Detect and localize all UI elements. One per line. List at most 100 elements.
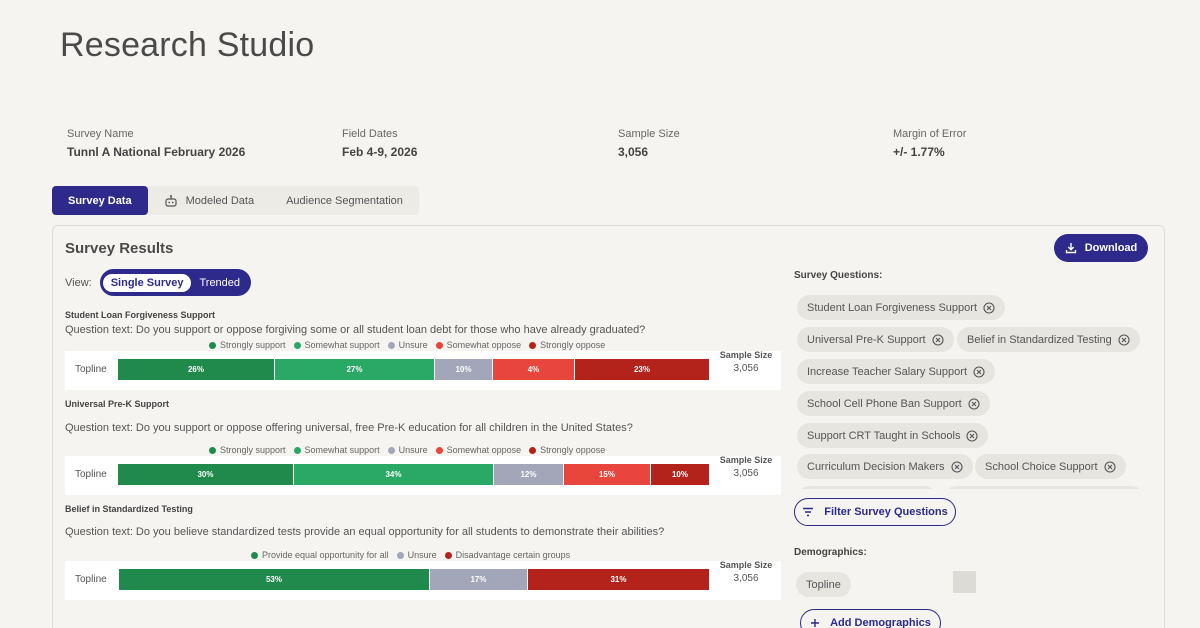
question-chip[interactable] (797, 486, 937, 489)
legend-item: Unsure (396, 550, 437, 560)
row-label: Topline (75, 469, 107, 480)
row-label: Topline (75, 364, 107, 375)
remove-icon[interactable] (966, 429, 979, 442)
sample-size-label: Sample Size (719, 455, 773, 465)
view-option-single-survey[interactable]: Single Survey (102, 273, 192, 292)
question-chip[interactable]: Increase Teacher Salary Support (797, 359, 995, 384)
bar-segment-strongly-support: 26% (118, 359, 275, 380)
sample-size: Sample Size 3,056 (711, 560, 781, 584)
tab-label: Modeled Data (185, 194, 255, 207)
legend-item: Strongly support (209, 445, 286, 455)
tab-survey-data[interactable]: Survey Data (52, 186, 148, 215)
meta-value: 3,056 (618, 145, 649, 159)
add-demographics-button[interactable]: Add Demographics (800, 609, 941, 628)
filter-survey-questions-button[interactable]: Filter Survey Questions (794, 498, 956, 526)
plus-icon (810, 618, 820, 628)
sample-size-meta: Sample Size 3,056 (618, 128, 680, 159)
question-chip-list: Student Loan Forgiveness Support Univers… (794, 291, 1154, 489)
add-label: Add Demographics (830, 617, 931, 628)
question-chip[interactable]: Support CRT Taught in Schools (797, 423, 989, 448)
bar-segment-unsure: 17% (430, 569, 528, 590)
filter-icon (802, 507, 814, 517)
question-chip[interactable]: School Choice Support (975, 454, 1126, 479)
topline-row: Topline 53% 17% 31% (65, 561, 781, 600)
meta-value: +/- 1.77% (893, 145, 945, 159)
question-chip[interactable]: Universal Pre-K Support (797, 327, 954, 352)
download-icon (1065, 242, 1077, 254)
stacked-bar: 26% 27% 10% 4% 23% (118, 359, 709, 380)
remove-icon[interactable] (1103, 460, 1116, 473)
stacked-bar: 53% 17% 31% (119, 569, 709, 590)
bar-segment-unsure: 12% (494, 464, 564, 485)
bar-segment-somewhat-support: 34% (294, 464, 494, 485)
legend-item: Somewhat oppose (435, 445, 521, 455)
survey-questions-heading: Survey Questions: (794, 270, 883, 281)
survey-name-meta: Survey Name Tunnl A National February 20… (67, 128, 245, 159)
panel-title: Survey Results (65, 240, 174, 257)
remove-icon[interactable] (950, 460, 963, 473)
question-text: Question text: Do you believe standardiz… (65, 526, 665, 538)
meta-label: Margin of Error (893, 128, 967, 140)
view-label: View: (65, 276, 92, 289)
margin-of-error-meta: Margin of Error +/- 1.77% (893, 128, 966, 159)
legend-item: Strongly oppose (529, 340, 605, 350)
legend-item: Strongly support (209, 340, 286, 350)
legend-item: Disadvantage certain groups (444, 550, 570, 560)
tab-modeled-data[interactable]: Modeled Data (148, 186, 271, 215)
question-chip[interactable] (944, 486, 1144, 489)
bar-segment-somewhat-support: 27% (275, 359, 435, 380)
bar-segment-unsure: 10% (435, 359, 493, 380)
sample-size: Sample Size 3,056 (711, 455, 781, 479)
bar-segment-disadvantage: 31% (528, 569, 709, 590)
legend-item: Unsure (387, 445, 428, 455)
question-title: Universal Pre-K Support (65, 399, 170, 409)
sample-size-value: 3,056 (733, 468, 759, 479)
chart-legend: Provide equal opportunity for all Unsure… (251, 550, 570, 560)
sample-size-value: 3,056 (733, 573, 759, 584)
sample-size: Sample Size 3,056 (711, 350, 781, 374)
stacked-bar: 30% 34% 12% 15% 10% (118, 464, 709, 485)
sample-size-label: Sample Size (719, 560, 773, 570)
question-chip[interactable]: Belief in Standardized Testing (957, 327, 1140, 352)
question-text: Question text: Do you support or oppose … (65, 422, 633, 434)
meta-label: Sample Size (618, 128, 680, 140)
legend-item: Strongly oppose (529, 445, 605, 455)
remove-icon[interactable] (973, 365, 985, 378)
topline-row: Topline 30% 34% 12% 15% 10% (65, 456, 781, 495)
filter-label: Filter Survey Questions (824, 506, 948, 518)
bar-segment-equal-opportunity: 53% (119, 569, 430, 590)
tab-bar: Survey Data Modeled Data Audience Segmen… (52, 186, 419, 215)
view-row: View: Single Survey Trended (65, 269, 252, 296)
remove-icon[interactable] (1118, 333, 1130, 346)
bar-segment-strongly-support: 30% (118, 464, 294, 485)
app-title: Research Studio (60, 26, 315, 64)
question-chip[interactable]: Curriculum Decision Makers (797, 454, 973, 479)
bar-segment-strongly-oppose: 23% (575, 359, 709, 380)
survey-results-panel: Survey Results Download View: Single Sur… (52, 225, 1165, 628)
legend-item: Somewhat oppose (435, 340, 521, 350)
tab-audience-segmentation[interactable]: Audience Segmentation (286, 194, 403, 207)
demographic-chip-topline[interactable]: Topline (796, 572, 851, 597)
legend-item: Unsure (387, 340, 428, 350)
placeholder-square (953, 571, 976, 593)
remove-icon[interactable] (983, 301, 995, 314)
download-button[interactable]: Download (1054, 234, 1148, 262)
bar-segment-strongly-oppose: 10% (651, 464, 709, 485)
remove-icon[interactable] (968, 397, 980, 410)
robot-icon (164, 194, 178, 208)
remove-icon[interactable] (932, 333, 944, 346)
meta-value: Feb 4-9, 2026 (342, 145, 418, 159)
sample-size-value: 3,056 (733, 363, 759, 374)
question-title: Belief in Standardized Testing (65, 504, 193, 514)
bar-segment-somewhat-oppose: 15% (564, 464, 651, 485)
meta-label: Survey Name (67, 128, 134, 140)
question-chip[interactable]: Student Loan Forgiveness Support (797, 295, 1006, 320)
question-chip[interactable]: School Cell Phone Ban Support (797, 391, 990, 416)
legend-item: Somewhat support (293, 340, 380, 350)
download-label: Download (1084, 242, 1138, 254)
meta-value: Tunnl A National February 2026 (67, 145, 246, 159)
demographics-heading: Demographics: (794, 547, 867, 558)
question-text: Question text: Do you support or oppose … (65, 324, 646, 336)
question-title: Student Loan Forgiveness Support (65, 310, 216, 320)
view-option-trended[interactable]: Trended (199, 276, 241, 289)
